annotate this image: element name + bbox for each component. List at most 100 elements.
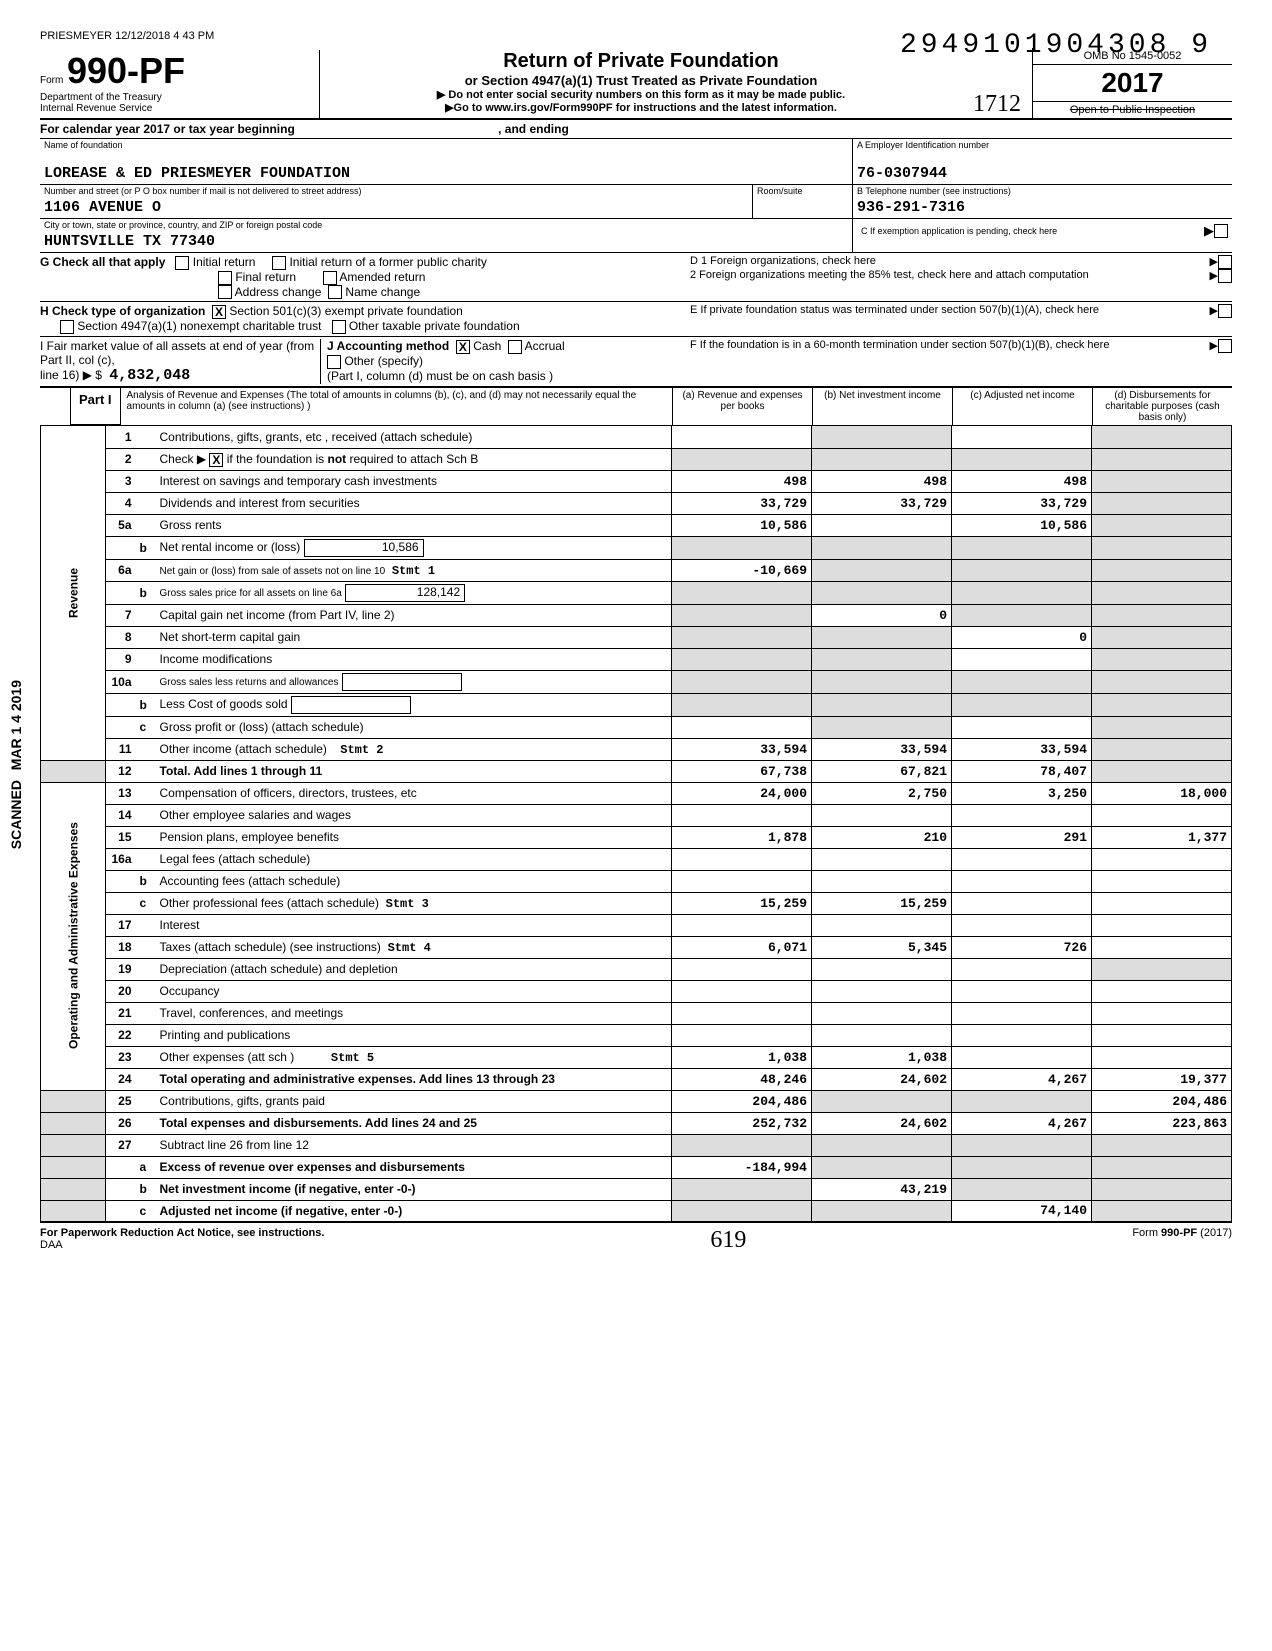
room-label: Room/suite: [753, 185, 852, 197]
tax-year: 2017: [1101, 67, 1163, 98]
fmv-amount: 4,832,048: [105, 365, 194, 386]
form-note-2: ▶Go to www.irs.gov/Form990PF for instruc…: [330, 101, 952, 114]
foundation-name: LOREASE & ED PRIESMEYER FOUNDATION: [40, 151, 852, 184]
row-27c: cAdjusted net income (if negative, enter…: [41, 1200, 1232, 1222]
row-16c: cOther professional fees (attach schedul…: [41, 892, 1232, 914]
row-18: 18Taxes (attach schedule) (see instructi…: [41, 936, 1232, 958]
part-1-table: Revenue1Contributions, gifts, grants, et…: [40, 426, 1232, 1223]
i-j-section: I Fair market value of all assets at end…: [40, 339, 690, 384]
row-10a: 10aGross sales less returns and allowanc…: [41, 670, 1232, 693]
g-section: G Check all that apply Initial return In…: [40, 255, 690, 299]
row-4: 4Dividends and interest from securities3…: [41, 492, 1232, 514]
row-16a: 16aLegal fees (attach schedule): [41, 848, 1232, 870]
row-26: 26Total expenses and disbursements. Add …: [41, 1112, 1232, 1134]
exemption-checkbox[interactable]: [1214, 224, 1228, 238]
501c3-checkbox[interactable]: X: [212, 305, 226, 319]
city-state-zip: HUNTSVILLE TX 77340: [40, 231, 852, 252]
row-27b: bNet investment income (if negative, ent…: [41, 1178, 1232, 1200]
open-inspection: Open to Public Inspection: [1033, 102, 1232, 118]
dept-treasury: Department of the Treasury: [40, 92, 319, 103]
form-title: Return of Private Foundation: [330, 50, 952, 73]
row-6b: bGross sales price for all assets on lin…: [41, 581, 1232, 604]
form-prefix: Form: [40, 75, 63, 86]
col-a-header: (a) Revenue and expenses per books: [672, 388, 812, 425]
form-subtitle: or Section 4947(a)(1) Trust Treated as P…: [330, 73, 952, 88]
60month-checkbox[interactable]: [1218, 339, 1232, 353]
terminated-checkbox[interactable]: [1218, 304, 1232, 318]
calendar-year-row: For calendar year 2017 or tax year begin…: [40, 120, 1232, 139]
row-8: 8Net short-term capital gain0: [41, 626, 1232, 648]
revenue-label: Revenue: [41, 426, 106, 760]
row-20: 20Occupancy: [41, 980, 1232, 1002]
row-2: 2Check ▶ X if the foundation is not requ…: [41, 448, 1232, 470]
initial-return-checkbox[interactable]: [175, 256, 189, 270]
other-taxable-checkbox[interactable]: [332, 320, 346, 334]
paperwork-notice: For Paperwork Reduction Act Notice, see …: [40, 1227, 324, 1239]
row-24: 24Total operating and administrative exp…: [41, 1068, 1232, 1090]
irs-label: Internal Revenue Service: [40, 103, 319, 114]
foreign-85-checkbox[interactable]: [1218, 269, 1232, 283]
date-stamp: MAR 1 4 2019: [8, 680, 24, 770]
h-section: H Check type of organization X Section 5…: [40, 304, 690, 334]
cash-checkbox[interactable]: X: [456, 340, 470, 354]
e-section: E If private foundation status was termi…: [690, 304, 1232, 334]
form-footer-label: Form 990-PF (2017): [1132, 1227, 1232, 1254]
row-27a: aExcess of revenue over expenses and dis…: [41, 1156, 1232, 1178]
arrow-icon: ▶: [1204, 223, 1214, 239]
row-1: Revenue1Contributions, gifts, grants, et…: [41, 426, 1232, 448]
part-1-label: Part I: [70, 388, 121, 425]
row-13: Operating and Administrative Expenses13C…: [41, 782, 1232, 804]
addr-label: Number and street (or P O box number if …: [40, 185, 752, 197]
row-3: 3Interest on savings and temporary cash …: [41, 470, 1232, 492]
4947-checkbox[interactable]: [60, 320, 74, 334]
gross-sales-box: 128,142: [345, 584, 465, 602]
row-16b: bAccounting fees (attach schedule): [41, 870, 1232, 892]
row-22: 22Printing and publications: [41, 1024, 1232, 1046]
final-return-checkbox[interactable]: [218, 271, 232, 285]
col-d-header: (d) Disbursements for charitable purpose…: [1092, 388, 1232, 425]
part-1-desc: Analysis of Revenue and Expenses (The to…: [121, 388, 672, 425]
name-change-checkbox[interactable]: [328, 285, 342, 299]
row-9: 9Income modifications: [41, 648, 1232, 670]
exemption-label: C If exemption application is pending, c…: [857, 225, 1204, 237]
row-11: 11Other income (attach schedule) Stmt 23…: [41, 738, 1232, 760]
scanned-stamp: SCANNED: [8, 780, 24, 849]
part-1-header: Part I Analysis of Revenue and Expenses …: [40, 386, 1232, 426]
handwritten-code: 1712: [973, 91, 1021, 117]
page-footer: For Paperwork Reduction Act Notice, see …: [40, 1223, 1232, 1254]
initial-former-checkbox[interactable]: [272, 256, 286, 270]
other-method-checkbox[interactable]: [327, 355, 341, 369]
f-section: F If the foundation is in a 60-month ter…: [690, 339, 1232, 384]
d-section: D 1 Foreign organizations, check here ▶ …: [690, 255, 1232, 299]
row-6a: 6aNet gain or (loss) from sale of assets…: [41, 559, 1232, 581]
row-27: 27Subtract line 26 from line 12: [41, 1134, 1232, 1156]
row-25: 25Contributions, gifts, grants paid204,4…: [41, 1090, 1232, 1112]
ein-label: A Employer Identification number: [853, 139, 1232, 151]
foreign-org-checkbox[interactable]: [1218, 255, 1232, 269]
row-15: 15Pension plans, employee benefits1,8782…: [41, 826, 1232, 848]
row-10b: bLess Cost of goods sold: [41, 693, 1232, 716]
row-10c: cGross profit or (loss) (attach schedule…: [41, 716, 1232, 738]
phone-value: 936-291-7316: [853, 197, 1232, 218]
row-23: 23Other expenses (att sch ) Stmt 51,0381…: [41, 1046, 1232, 1068]
ein-value: 76-0307944: [853, 151, 1232, 184]
col-b-header: (b) Net investment income: [812, 388, 952, 425]
row-21: 21Travel, conferences, and meetings: [41, 1002, 1232, 1024]
street-address: 1106 AVENUE O: [40, 197, 752, 218]
row-12: 12Total. Add lines 1 through 1167,73867,…: [41, 760, 1232, 782]
amended-checkbox[interactable]: [323, 271, 337, 285]
address-change-checkbox[interactable]: [218, 285, 232, 299]
row-17: 17Interest: [41, 914, 1232, 936]
row-5a: 5aGross rents10,58610,586: [41, 514, 1232, 536]
accrual-checkbox[interactable]: [508, 340, 522, 354]
phone-label: B Telephone number (see instructions): [853, 185, 1232, 197]
rental-income-box: 10,586: [304, 539, 424, 557]
form-note-1: ▶ Do not enter social security numbers o…: [330, 88, 952, 101]
name-label: Name of foundation: [40, 139, 852, 151]
row-19: 19Depreciation (attach schedule) and dep…: [41, 958, 1232, 980]
city-label: City or town, state or province, country…: [40, 219, 852, 231]
daa-label: DAA: [40, 1239, 63, 1251]
row-5b: bNet rental income or (loss) 10,586: [41, 536, 1232, 559]
handwritten-footer: 619: [710, 1227, 746, 1254]
row-7: 7Capital gain net income (from Part IV, …: [41, 604, 1232, 626]
